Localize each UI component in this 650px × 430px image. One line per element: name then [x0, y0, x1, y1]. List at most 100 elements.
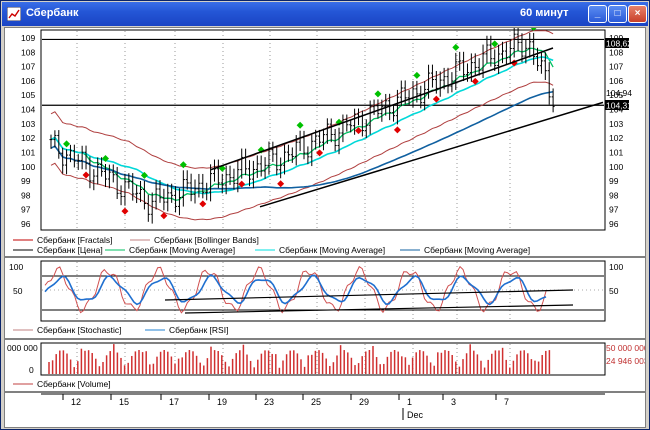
volume-axis-max: 50 000 000: [606, 343, 645, 353]
date-label: 19: [217, 397, 227, 407]
timeframe-label: 60 минут: [520, 7, 569, 19]
chart-icon: [7, 7, 21, 21]
osc-trend-lower: [184, 304, 574, 314]
moving-average-slow: [50, 90, 554, 190]
fractal-up-marker: [413, 71, 421, 79]
date-label: 17: [169, 397, 179, 407]
maximize-button[interactable]: □: [608, 5, 627, 23]
rsi-line: [44, 274, 547, 306]
date-label: 1: [407, 397, 412, 407]
legend-volume: Сбербанк [Volume]: [37, 379, 111, 389]
volume-bars: [48, 344, 551, 374]
price-tick: 96: [609, 219, 619, 229]
moving-averages: [50, 47, 554, 201]
channel-lower-line: [259, 101, 604, 208]
price-label-support: 104,311: [606, 101, 636, 111]
legend-bollinger: Сбербанк [Bollinger Bands]: [154, 235, 259, 245]
price-tick: 106: [609, 76, 623, 86]
price-tick: 102: [609, 133, 623, 143]
osc-tick-100-right: 100: [609, 262, 623, 272]
price-tick: 106: [21, 76, 35, 86]
legend-ma1: Сбербанк [Moving Average]: [129, 245, 235, 255]
oscillator-legend: Сбербанк [Stochastic] Сбербанк [RSI]: [13, 325, 228, 335]
fractal-up-marker: [140, 171, 148, 179]
legend-ma3: Сбербанк [Moving Average]: [424, 245, 530, 255]
price-tick: 100: [21, 162, 35, 172]
fractal-down-marker: [316, 149, 324, 157]
date-label: 12: [71, 397, 81, 407]
price-label-top: 108,623: [606, 39, 637, 49]
price-tick: 99: [609, 176, 619, 186]
fractal-down-marker: [354, 127, 362, 135]
date-label: 3: [451, 397, 456, 407]
price-label-box: [605, 38, 629, 48]
volume-axis-zero: 0: [29, 365, 34, 375]
fractal-up-marker: [179, 161, 187, 169]
price-legend: Сбербанк [Fractals] Сбербанк [Bollinger …: [13, 235, 530, 255]
price-tick: 101: [609, 147, 623, 157]
price-tick: 107: [21, 62, 35, 72]
month-label: Dec: [407, 410, 424, 420]
fractal-down-marker: [471, 77, 479, 85]
date-label: 29: [359, 397, 369, 407]
trend-lines[interactable]: [210, 47, 604, 208]
grid-lines: [42, 31, 604, 374]
price-tick: 99: [21, 176, 31, 186]
price-tick: 98: [609, 190, 619, 200]
price-axis-left: 109 108 107 106 105 104 103 102 101 100 99 98 97 96: [21, 33, 35, 229]
window-title: Сбербанк: [26, 7, 79, 19]
price-tick: 108: [609, 47, 623, 57]
price-tick: 100: [609, 162, 623, 172]
price-tick: 103: [609, 119, 623, 129]
title-bar[interactable]: Сбербанк 60 минут _ □ ×: [2, 2, 648, 26]
date-label: 15: [119, 397, 129, 407]
price-tick: 102: [21, 133, 35, 143]
price-bars: [49, 25, 555, 224]
minimize-button[interactable]: _: [588, 5, 607, 23]
osc-tick-50: 50: [13, 286, 23, 296]
fractal-down-marker: [160, 212, 168, 220]
volume-legend: Сбербанк [Volume]: [13, 379, 111, 389]
fractal-down-marker: [121, 207, 129, 215]
fractal-down-marker: [432, 95, 440, 103]
price-tick: 104: [21, 105, 35, 115]
legend-price: Сбербанк [Цена]: [37, 245, 103, 255]
price-tick: 105: [609, 90, 623, 100]
price-tick: 96: [21, 219, 31, 229]
fractal-down-marker: [82, 171, 90, 179]
stochastic-line: [44, 265, 547, 314]
fractal-down-marker: [238, 180, 246, 188]
price-tick: 97: [21, 205, 31, 215]
fractal-up-marker: [491, 40, 499, 48]
price-tick: 105: [21, 90, 35, 100]
price-tick: 101: [21, 147, 35, 157]
legend-ma2: Сбербанк [Moving Average]: [279, 245, 385, 255]
price-label-box: [605, 100, 629, 110]
osc-tick-50-right: 50: [609, 286, 619, 296]
fractal-down-marker: [199, 200, 207, 208]
date-label: 7: [504, 397, 509, 407]
legend-rsi: Сбербанк [RSI]: [169, 325, 228, 335]
fractal-up-marker: [63, 140, 71, 148]
price-tick: 107: [609, 62, 623, 72]
price-tick: 108: [21, 47, 35, 57]
date-label: 25: [311, 397, 321, 407]
volume-axis-label: 000 000: [7, 343, 38, 353]
fractal-up-marker: [296, 121, 304, 129]
price-tick: 98: [21, 190, 31, 200]
oscillator-lines: [44, 265, 574, 314]
close-button[interactable]: ×: [628, 5, 647, 23]
osc-tick-100: 100: [9, 262, 23, 272]
volume-current-value: 24 946 003: [606, 356, 645, 366]
chart-area[interactable]: 109 108 107 106 105 104 103 102 101 100 99 98 97 96 1…: [4, 23, 649, 428]
fractal-down-marker: [277, 180, 285, 188]
price-tick: 109: [21, 33, 35, 43]
price-tick: 97: [609, 205, 619, 215]
time-axis: 12 15 17 19 23 25 29 1 3 7: [41, 393, 605, 420]
fractal-up-marker: [374, 90, 382, 98]
legend-fractals: Сбербанк [Fractals]: [37, 235, 113, 245]
price-label-current: 104,94: [606, 88, 632, 98]
